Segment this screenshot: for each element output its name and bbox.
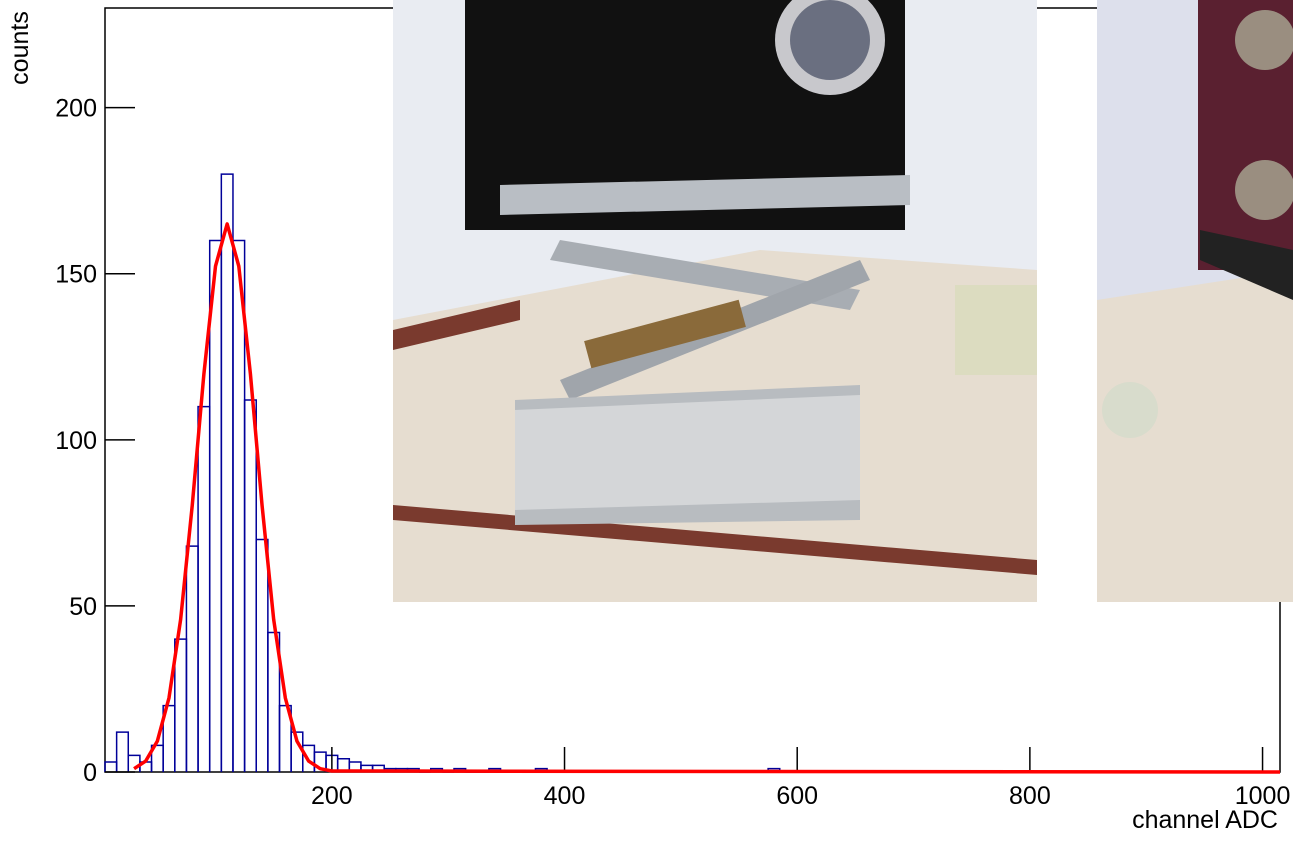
y-axis-label: counts xyxy=(6,11,34,85)
photo-right xyxy=(1097,0,1293,602)
photo-left xyxy=(393,0,1037,602)
histogram-bin xyxy=(243,399,257,772)
y-tick-label: 200 xyxy=(55,95,97,123)
y-tick-label: 0 xyxy=(83,759,97,787)
histogram-bin xyxy=(208,239,223,772)
histogram-bin xyxy=(127,754,141,772)
histogram-bin xyxy=(220,173,234,772)
histogram-bin xyxy=(104,761,118,772)
histogram-bin xyxy=(174,638,188,772)
histogram-bin xyxy=(185,545,199,772)
x-tick-label: 800 xyxy=(1009,782,1051,810)
x-axis-label: channel ADC xyxy=(1132,806,1278,834)
x-tick-label: 400 xyxy=(544,782,586,810)
y-tick-label: 150 xyxy=(55,261,97,289)
x-tick-label: 200 xyxy=(311,782,353,810)
histogram-bin xyxy=(232,239,246,772)
y-tick-label: 50 xyxy=(69,593,97,621)
y-tick-label: 100 xyxy=(55,427,97,455)
histogram-bin xyxy=(115,731,130,772)
histogram-bin xyxy=(255,538,269,772)
histogram-bin xyxy=(267,631,281,772)
fit-curve xyxy=(133,222,1281,774)
x-tick-label: 1000 xyxy=(1235,782,1291,810)
x-tick-label: 600 xyxy=(776,782,818,810)
histogram-bin xyxy=(197,405,211,772)
